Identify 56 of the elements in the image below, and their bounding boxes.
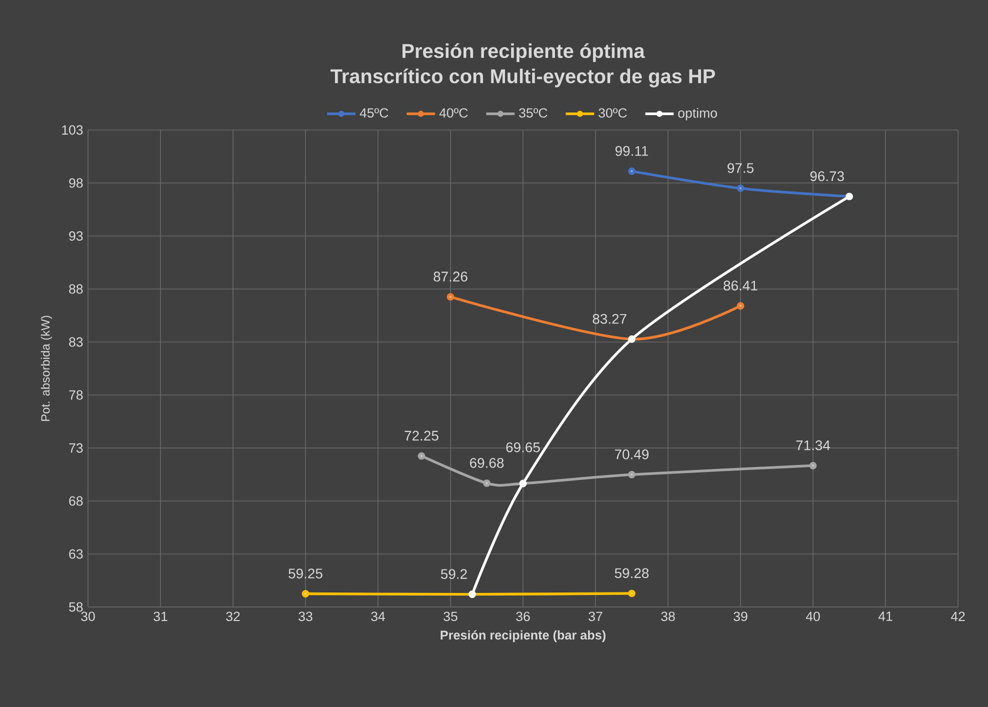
y-tick-label: 93 xyxy=(69,231,83,241)
data-label: 99.11 xyxy=(615,146,648,156)
point xyxy=(736,184,744,192)
x-tick-label: 33 xyxy=(298,612,312,622)
x-tick-label: 40 xyxy=(806,612,820,622)
point xyxy=(628,470,636,478)
y-axis-title: Pot. absorbida (kW) xyxy=(40,316,52,421)
data-label: 71.34 xyxy=(796,440,830,450)
data-label: 83.27 xyxy=(592,314,626,324)
point xyxy=(418,452,426,460)
chart-subtitle: Transcrítico con Multi-eyector de gas HP xyxy=(330,68,715,88)
y-tick-label: 73 xyxy=(69,443,83,453)
point xyxy=(628,590,636,598)
x-tick-label: 34 xyxy=(371,612,385,622)
data-label: 59.2 xyxy=(440,569,467,579)
chart-title: Presión recipiente óptima xyxy=(402,43,645,62)
x-tick-label: 42 xyxy=(950,612,965,621)
point xyxy=(483,479,490,487)
x-tick-label: 32 xyxy=(226,612,240,622)
point xyxy=(736,302,744,310)
legend-label: 30ºC xyxy=(598,108,627,118)
legend-label: 40ºC xyxy=(439,108,468,118)
point xyxy=(302,590,310,598)
y-tick-label: 98 xyxy=(69,178,83,188)
data-label: 69.68 xyxy=(470,458,504,468)
y-tick-label: 88 xyxy=(69,284,83,294)
data-label: 69.65 xyxy=(506,442,540,452)
x-tick-label: 30 xyxy=(81,612,95,622)
data-label: 97.5 xyxy=(728,163,754,173)
legend-label: 45ºC xyxy=(360,108,388,118)
x-tick-label: 35 xyxy=(444,612,458,622)
data-label: 72.25 xyxy=(404,430,438,441)
point xyxy=(628,168,636,175)
x-tick-label: 36 xyxy=(516,612,530,622)
legend-label: optimo xyxy=(678,108,717,120)
data-label: 70.49 xyxy=(615,449,649,460)
y-tick-label: 58 xyxy=(69,602,83,612)
x-tick-label: 39 xyxy=(734,612,748,622)
x-tick-label: 31 xyxy=(154,612,168,622)
y-tick-label: 63 xyxy=(69,549,83,559)
data-label: 96.73 xyxy=(810,171,844,182)
data-label: 59.28 xyxy=(614,568,649,578)
y-tick-label: 78 xyxy=(69,390,83,400)
y-tick-label: 68 xyxy=(69,496,83,506)
x-tick-label: 41 xyxy=(878,612,892,621)
y-tick-label: 83 xyxy=(69,337,83,347)
x-axis-title: Presión recipiente (bar abs) xyxy=(440,630,606,642)
x-tick-label: 38 xyxy=(661,612,675,622)
data-label: 87.26 xyxy=(434,272,468,282)
point xyxy=(446,293,454,301)
data-label: 86.41 xyxy=(724,280,758,291)
point xyxy=(809,462,817,470)
legend-label: 35ºC xyxy=(519,108,548,118)
y-tick-label: 103 xyxy=(62,125,83,135)
data-label: 59.25 xyxy=(288,568,322,578)
x-tick-label: 37 xyxy=(588,612,602,622)
